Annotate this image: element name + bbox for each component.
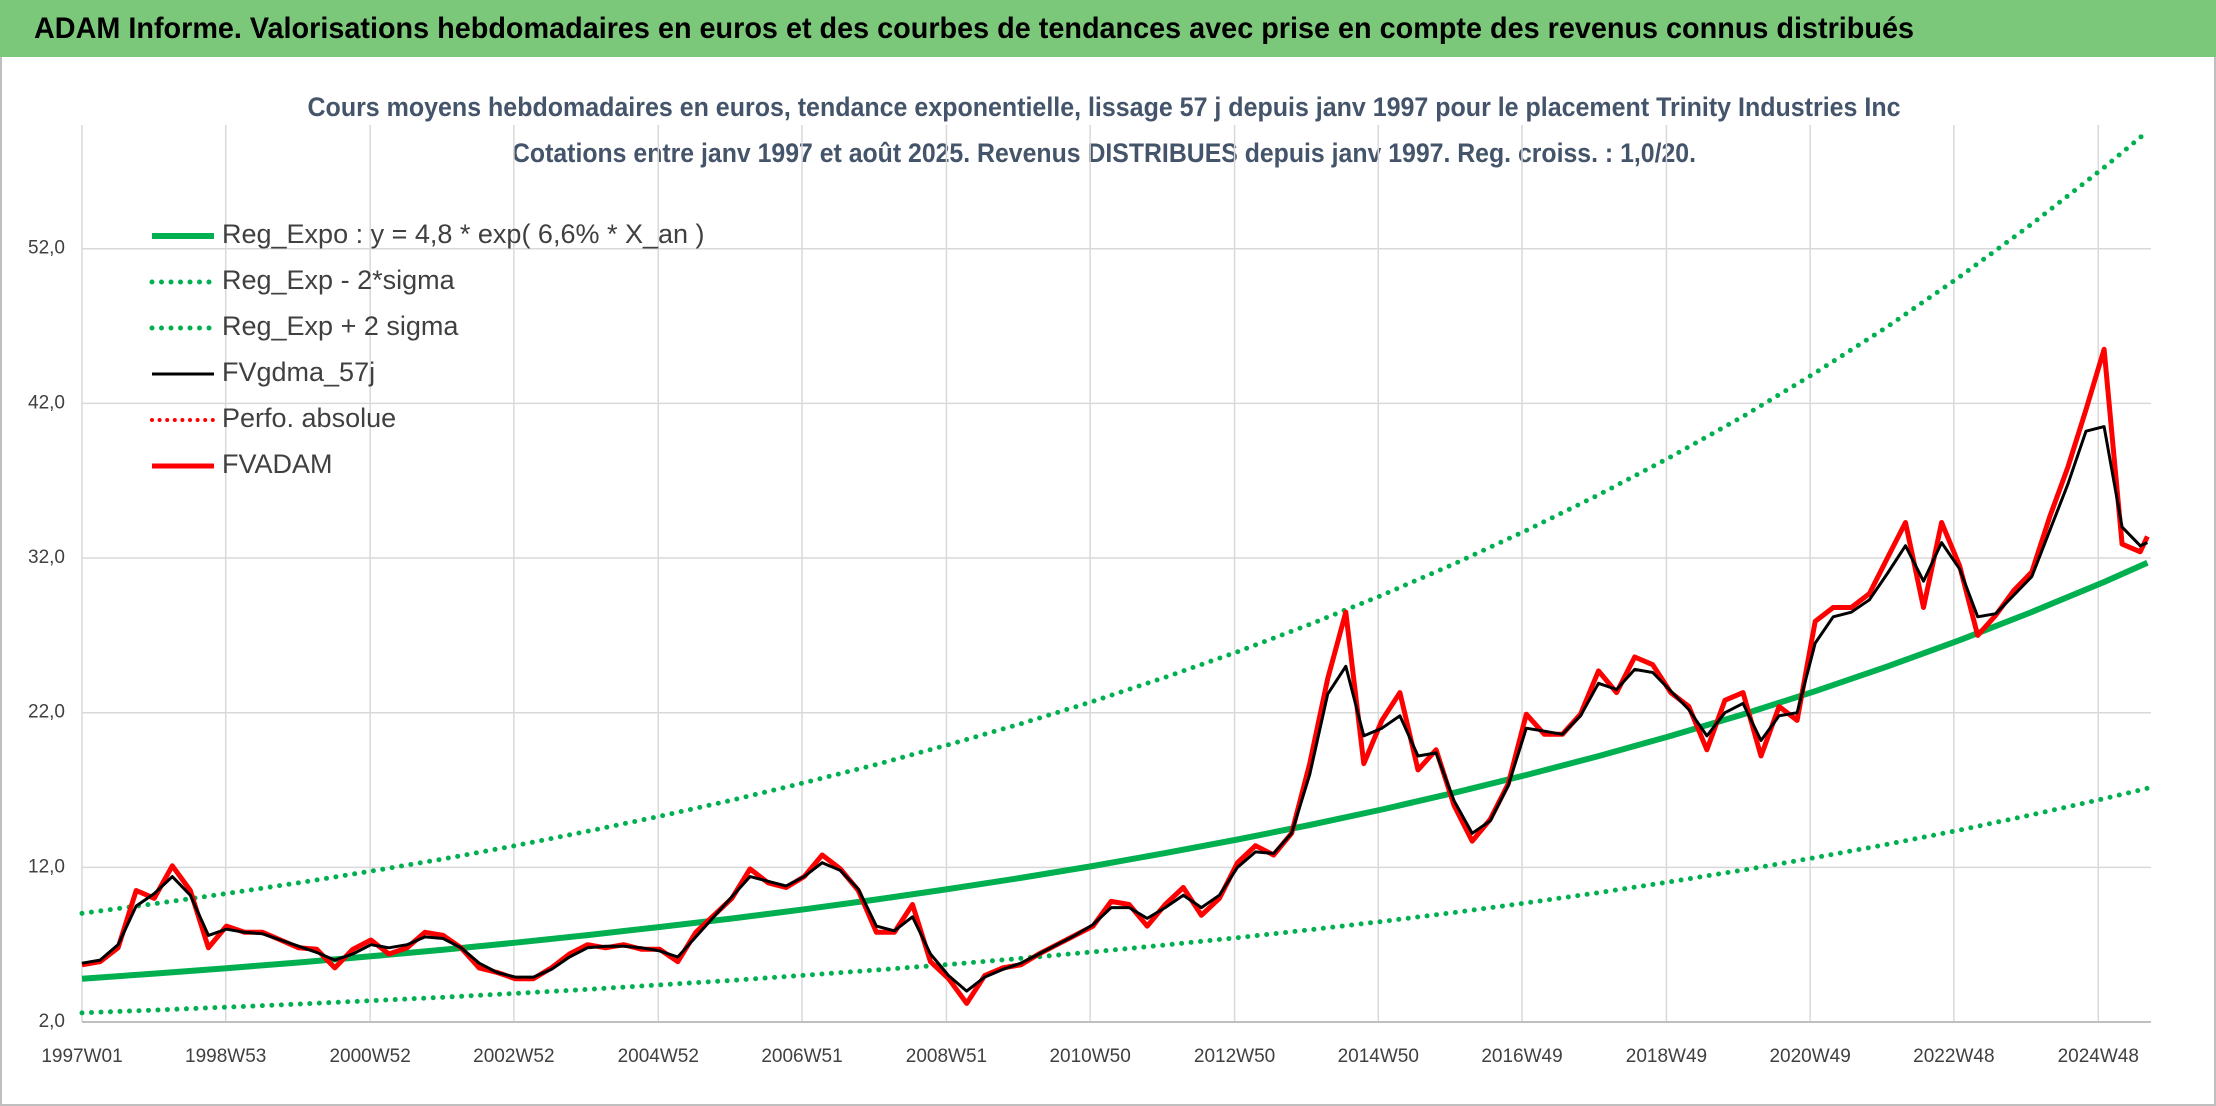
- grid: 2,0 12,0 22,0 32,0 42,0 52,0 1997W01 1998W53 200…: [28, 125, 2151, 1067]
- series-line: [79, 129, 2150, 916]
- x-tick-label: 2004W52: [618, 1046, 699, 1067]
- legend-label: Reg_Expo : y = 4,8 * exp( 6,6% * X_an ): [222, 219, 705, 249]
- legend: Reg_Expo : y = 4,8 * exp( 6,6% * X_an ) R…: [149, 219, 705, 479]
- y-tick-label: 32,0: [28, 547, 65, 568]
- legend-label: Reg_Exp - 2*sigma: [222, 265, 456, 295]
- legend-label: FVADAM: [222, 449, 333, 479]
- chart-subtitle: Cotations entre janv 1997 et août 2025. …: [512, 138, 1696, 168]
- y-tick-label: 22,0: [28, 702, 65, 723]
- header-bar: [0, 0, 2216, 57]
- y-tick-label: 2,0: [39, 1011, 65, 1032]
- plot: [79, 129, 2150, 1016]
- x-tick-label: 1997W01: [41, 1046, 122, 1067]
- legend-label: FVgdma_57j: [222, 357, 375, 387]
- x-tick-label: 2020W49: [1769, 1046, 1850, 1067]
- x-tick-label: 2012W50: [1194, 1046, 1275, 1067]
- x-tick-label: 2022W48: [1913, 1046, 1994, 1067]
- series-line: [79, 785, 2150, 1016]
- x-tick-label: 1998W53: [185, 1046, 266, 1067]
- x-tick-label: 2016W49: [1481, 1046, 1562, 1067]
- series-line: [81, 425, 2148, 993]
- x-tick-label: 2024W48: [2058, 1046, 2139, 1067]
- y-tick-label: 52,0: [28, 238, 65, 259]
- x-tick-label: 2018W49: [1626, 1046, 1707, 1067]
- y-tick-label: 42,0: [28, 392, 65, 413]
- series-line: [81, 560, 2149, 982]
- x-tick-label: 2002W52: [473, 1046, 554, 1067]
- header-title: ADAM Informe. Valorisations hebdomadaire…: [34, 12, 1914, 45]
- chart-title: Cours moyens hebdomadaires en euros, ten…: [308, 92, 1901, 122]
- series-line: [81, 346, 2150, 1006]
- x-tick-label: 2010W50: [1049, 1046, 1130, 1067]
- legend-label: Reg_Exp + 2 sigma: [222, 311, 459, 341]
- x-tick-label: 2006W51: [761, 1046, 842, 1067]
- x-tick-label: 2014W50: [1338, 1046, 1419, 1067]
- legend-label: Perfo. absolue: [222, 403, 396, 433]
- x-tick-label: 2000W52: [329, 1046, 410, 1067]
- y-tick-label: 12,0: [28, 856, 65, 877]
- x-tick-label: 2008W51: [906, 1046, 987, 1067]
